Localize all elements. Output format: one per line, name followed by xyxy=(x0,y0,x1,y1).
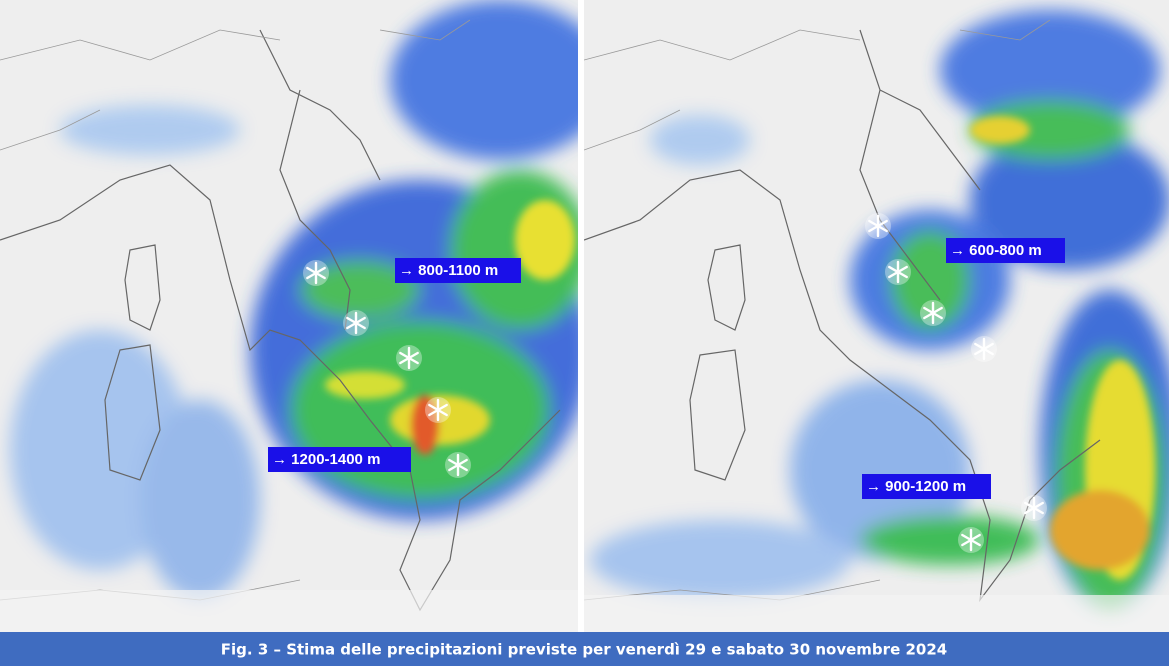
snow-level-label: → 1200-1400 m xyxy=(272,451,380,468)
caption: Fig. 3 – Stima delle precipitazioni prev… xyxy=(221,641,947,659)
snow-level-label: → 800-1100 m xyxy=(399,262,498,279)
map-left: → 800-1100 m → 1200-1400 m xyxy=(0,0,578,632)
label-box xyxy=(268,447,411,472)
label-box xyxy=(395,258,521,283)
label-box xyxy=(862,474,991,499)
label-box xyxy=(946,238,1065,263)
snow-level-label: → 900-1200 m xyxy=(866,478,966,495)
map-right: → 600-800 m → 900-1200 m xyxy=(584,0,1169,632)
caption-bar xyxy=(0,632,1169,666)
snow-level-label: → 600-800 m xyxy=(950,242,1042,259)
